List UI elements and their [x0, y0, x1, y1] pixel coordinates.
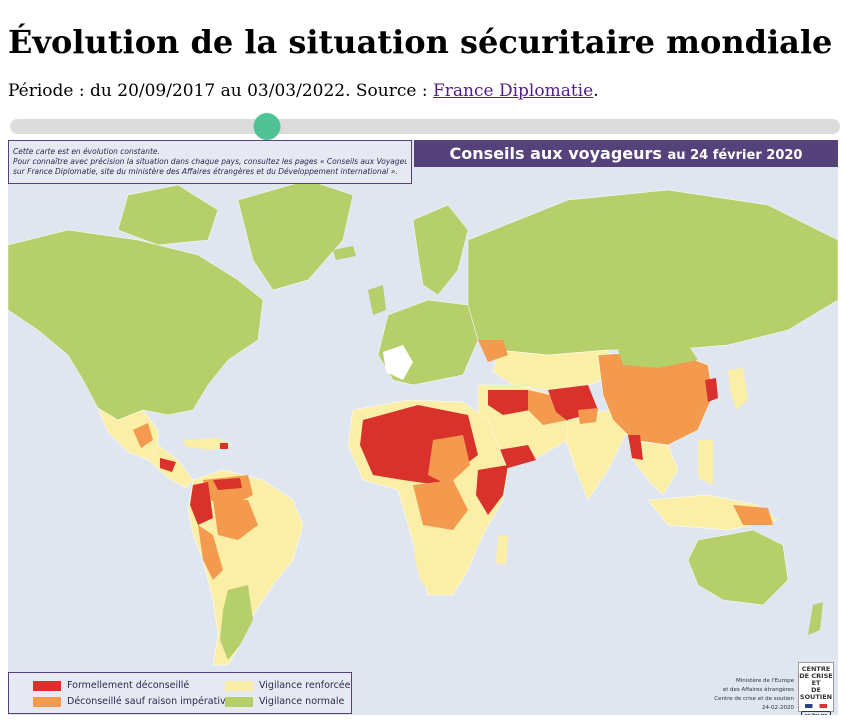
- region-horn-africa: [476, 465, 508, 515]
- region-kashmir: [578, 408, 598, 424]
- region-mongolia: [618, 345, 698, 368]
- region-yemen: [498, 445, 536, 468]
- period-text: Période : du 20/09/2017 au 03/03/2022. S…: [8, 81, 433, 101]
- crisis-centre-logo: CENTRE DE CRISE ET DE SOUTIEN cc by nc: [798, 662, 834, 715]
- region-greenland: [237, 179, 354, 291]
- source-link[interactable]: France Diplomatie: [432, 81, 594, 101]
- legend-item: Déconseillé sauf raison impérative: [33, 696, 231, 708]
- region-north-america: [8, 229, 264, 421]
- region-madagascar: [496, 535, 508, 565]
- region-ukraine-east: [478, 340, 508, 362]
- legend-item: Vigilance renforcée: [225, 680, 351, 692]
- legend-swatch: [225, 680, 253, 691]
- map-note: Cette carte est en évolution constante. …: [8, 140, 412, 184]
- credit-line: 24-02-2020: [762, 705, 794, 711]
- legend-swatch: [225, 696, 253, 707]
- legend-swatch: [33, 680, 61, 691]
- map-banner: Conseils aux voyageurs au 24 février 202…: [414, 140, 838, 167]
- region-philippines: [698, 440, 713, 485]
- region-uk: [368, 285, 386, 315]
- logo-line: DE SOUTIEN: [799, 686, 833, 701]
- legend-label: Déconseillé sauf raison impérative: [67, 696, 232, 707]
- map-legend: Formellement déconseillé Déconseillé sau…: [8, 672, 352, 714]
- region-iraq-syria: [488, 390, 530, 415]
- logo-line: DE CRISE ET: [799, 672, 833, 687]
- legend-item: Formellement déconseillé: [33, 680, 189, 692]
- region-myanmar-border: [628, 435, 643, 460]
- region-mexico-south: [133, 423, 153, 448]
- region-korea: [705, 378, 718, 402]
- banner-title: Conseils aux voyageurs: [449, 144, 662, 163]
- map-graphic: [8, 179, 838, 666]
- region-canada-arctic: [117, 184, 219, 246]
- page-title: Évolution de la situation sécuritaire mo…: [8, 23, 833, 61]
- region-australia: [687, 529, 789, 606]
- region-honduras: [160, 458, 176, 472]
- region-japan: [728, 368, 748, 410]
- period-suffix: .: [593, 81, 599, 101]
- logo-line: CENTRE: [801, 665, 831, 673]
- date-slider[interactable]: [10, 113, 840, 140]
- region-haiti: [220, 443, 228, 449]
- region-argentina: [220, 585, 253, 660]
- world-map: Conseils aux voyageurs au 24 février 202…: [8, 140, 838, 715]
- slider-thumb[interactable]: [253, 113, 281, 140]
- note-line: Cette carte est en évolution constante.: [13, 147, 160, 156]
- region-sahel-orange: [428, 435, 470, 485]
- slider-track[interactable]: [10, 119, 840, 134]
- region-venezuela-red: [213, 478, 242, 490]
- french-flag-icon: [805, 704, 827, 708]
- region-papua: [733, 505, 773, 525]
- legend-item: Vigilance normale: [225, 696, 344, 708]
- region-brazil-north: [213, 500, 258, 540]
- period-line: Période : du 20/09/2017 au 03/03/2022. S…: [8, 80, 599, 102]
- region-iceland: [333, 246, 356, 260]
- map-credit: Ministère de l'Europe et des Affaires ét…: [714, 677, 794, 713]
- note-line: sur France Diplomatie, site du ministère…: [13, 167, 398, 176]
- region-new-zealand: [808, 602, 823, 635]
- legend-swatch: [33, 696, 61, 707]
- region-peru-border: [198, 525, 223, 580]
- credit-line: Centre de crise et de soutien: [714, 696, 794, 702]
- region-central-africa: [413, 480, 468, 530]
- region-southern-africa: [413, 545, 463, 595]
- creative-commons-icon: cc by nc: [801, 711, 831, 715]
- legend-label: Formellement déconseillé: [67, 680, 190, 691]
- credit-line: Ministère de l'Europe: [736, 678, 794, 684]
- credit-line: et des Affaires étrangères: [722, 687, 794, 693]
- region-russia: [467, 189, 838, 356]
- region-colombia: [190, 482, 213, 525]
- legend-label: Vigilance normale: [259, 696, 345, 707]
- note-line: Pour connaître avec précision la situati…: [13, 157, 407, 166]
- region-france: [383, 345, 413, 380]
- legend-label: Vigilance renforcée: [259, 680, 351, 691]
- banner-date: au 24 février 2020: [667, 148, 803, 163]
- region-scandinavia: [412, 204, 469, 296]
